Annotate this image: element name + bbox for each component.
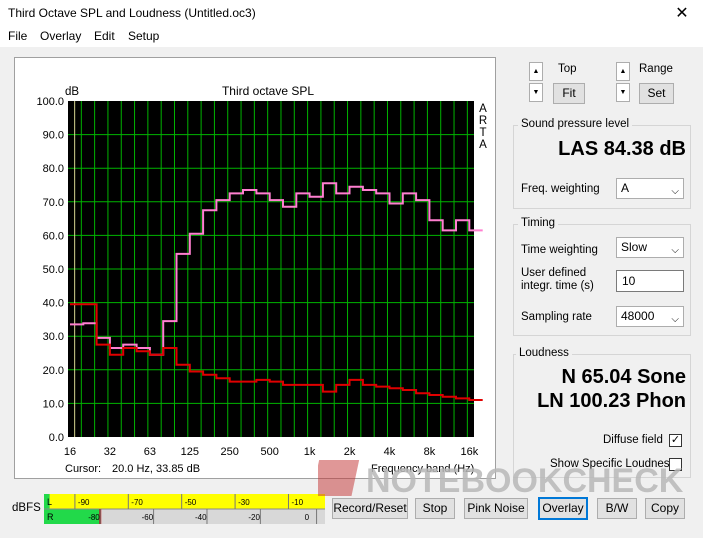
- x-tick-label: 8k: [424, 446, 436, 458]
- window-title: Third Octave SPL and Loudness (Untitled.…: [8, 6, 256, 20]
- cursor-label: Cursor:: [65, 463, 101, 475]
- x-tick-label: 250: [221, 446, 239, 458]
- x-axis-label: Frequency band (Hz): [371, 463, 474, 475]
- menu-overlay[interactable]: Overlay: [40, 29, 82, 43]
- meter-channel-right: R: [47, 512, 54, 522]
- y-tick-label: 90.0: [43, 130, 64, 142]
- x-tick-label: 2k: [344, 446, 356, 458]
- cursor-value: 20.0 Hz, 33.85 dB: [112, 463, 200, 475]
- meter-tick-label: -80: [88, 513, 100, 522]
- top-label: Top: [558, 63, 577, 75]
- menu-setup[interactable]: Setup: [128, 29, 160, 43]
- menu-bar: File Overlay Edit Setup: [0, 27, 703, 47]
- specific-loudness-label: Show Specific Loudness: [550, 458, 676, 470]
- top-up-button[interactable]: ▲: [529, 62, 543, 81]
- level-meter-graphic: -90 -70 -50 -30 -10 -80 -60 -40 -20 0 L R: [44, 494, 325, 524]
- x-tick-label: 500: [260, 446, 278, 458]
- pink-noise-button[interactable]: Pink Noise: [464, 498, 528, 519]
- diffuse-field-label: Diffuse field: [603, 434, 663, 446]
- fit-button[interactable]: Fit: [553, 83, 585, 104]
- stop-button[interactable]: Stop: [415, 498, 455, 519]
- chevron-down-icon: ⌵: [671, 186, 679, 197]
- series-pink-line: [70, 182, 483, 356]
- chevron-down-icon: ⌵: [671, 245, 679, 256]
- top-down-button[interactable]: ▼: [529, 83, 543, 102]
- x-tick-label: 125: [181, 446, 199, 458]
- sampling-rate-value: 48000: [621, 309, 655, 323]
- loudness-n-value: N 65.04 Sone: [561, 366, 686, 388]
- overlay-button[interactable]: Overlay: [538, 497, 588, 520]
- side-letter: T: [479, 127, 486, 139]
- time-weighting-select[interactable]: Slow ⌵: [616, 237, 684, 258]
- timing-group: [513, 224, 691, 336]
- set-button[interactable]: Set: [639, 83, 674, 104]
- side-letter: A: [479, 139, 487, 151]
- time-weighting-label: Time weighting: [521, 244, 598, 256]
- meter-tick-label: 0: [305, 513, 310, 522]
- x-tick-label: 1k: [304, 446, 316, 458]
- freq-weighting-select[interactable]: A ⌵: [616, 178, 684, 199]
- user-time-label-1: User defined: [521, 267, 587, 279]
- diffuse-field-checkbox[interactable]: ✓: [669, 434, 682, 447]
- meter-tick-label: -90: [78, 498, 90, 507]
- x-tick-label: 4k: [384, 446, 396, 458]
- sampling-rate-label: Sampling rate: [521, 311, 592, 323]
- y-tick-label: 0.0: [49, 432, 64, 444]
- sampling-rate-select[interactable]: 48000 ⌵: [616, 306, 684, 327]
- specific-loudness-checkbox[interactable]: [669, 458, 682, 471]
- loudness-ln-value: LN 100.23 Phon: [537, 390, 686, 412]
- x-tick-label: 32: [104, 446, 116, 458]
- y-tick-label: 10.0: [43, 398, 64, 410]
- meter-tick-label: -50: [185, 498, 197, 507]
- meter-tick-label: -60: [142, 513, 154, 522]
- side-letter: R: [479, 115, 487, 127]
- freq-weighting-value: A: [621, 181, 630, 195]
- y-tick-label: 40.0: [43, 298, 64, 310]
- spl-group-title: Sound pressure level: [518, 118, 633, 130]
- freq-weighting-label: Freq. weighting: [521, 183, 600, 195]
- dbfs-label: dBFS: [12, 502, 41, 514]
- y-unit-label: dB: [65, 86, 79, 98]
- close-icon[interactable]: ✕: [675, 5, 689, 22]
- y-tick-label: 50.0: [43, 264, 64, 276]
- copy-button[interactable]: Copy: [645, 498, 685, 519]
- spl-chart[interactable]: 100.0 90.0 80.0 70.0 60.0 50.0 40.0 30.0 20.0 10.…: [15, 58, 495, 478]
- y-tick-label: 80.0: [43, 163, 64, 175]
- user-time-label-2: integr. time (s): [521, 280, 594, 292]
- x-tick-label: 63: [144, 446, 156, 458]
- timing-group-title: Timing: [518, 217, 559, 229]
- range-down-button[interactable]: ▼: [616, 83, 630, 102]
- x-tick-label: 16k: [460, 446, 478, 458]
- chart-title: Third octave SPL: [222, 84, 314, 98]
- range-up-button[interactable]: ▲: [616, 62, 630, 81]
- meter-channel-left: L: [47, 497, 52, 507]
- y-tick-label: 30.0: [43, 331, 64, 343]
- meter-tick-label: -10: [291, 498, 303, 507]
- series-red-line: [70, 303, 483, 401]
- y-tick-label: 60.0: [43, 230, 64, 242]
- loudness-group: [513, 354, 691, 478]
- time-weighting-value: Slow: [621, 240, 648, 254]
- y-tick-label: 20.0: [43, 365, 64, 377]
- level-meter: -90 -70 -50 -30 -10 -80 -60 -40 -20 0 L R: [44, 494, 325, 524]
- y-tick-label: 70.0: [43, 197, 64, 209]
- range-label: Range: [639, 63, 673, 75]
- side-letter: A: [479, 103, 487, 115]
- menu-file[interactable]: File: [8, 29, 28, 43]
- spl-value: LAS 84.38 dB: [558, 138, 686, 160]
- meter-tick-label: -30: [238, 498, 250, 507]
- integration-time-input[interactable]: 10: [616, 270, 684, 292]
- bw-button[interactable]: B/W: [597, 498, 637, 519]
- chart-panel: 100.0 90.0 80.0 70.0 60.0 50.0 40.0 30.0 20.0 10.…: [14, 57, 496, 479]
- title-bar: Third Octave SPL and Loudness (Untitled.…: [0, 0, 703, 27]
- menu-edit[interactable]: Edit: [94, 29, 115, 43]
- y-tick-label: 100.0: [36, 96, 64, 108]
- loudness-group-title: Loudness: [516, 347, 572, 359]
- chevron-down-icon: ⌵: [671, 314, 679, 325]
- record-reset-button[interactable]: Record/Reset: [332, 498, 408, 519]
- x-tick-label: 16: [64, 446, 76, 458]
- meter-tick-label: -40: [195, 513, 207, 522]
- meter-tick-label: -20: [248, 513, 260, 522]
- meter-tick-label: -70: [131, 498, 143, 507]
